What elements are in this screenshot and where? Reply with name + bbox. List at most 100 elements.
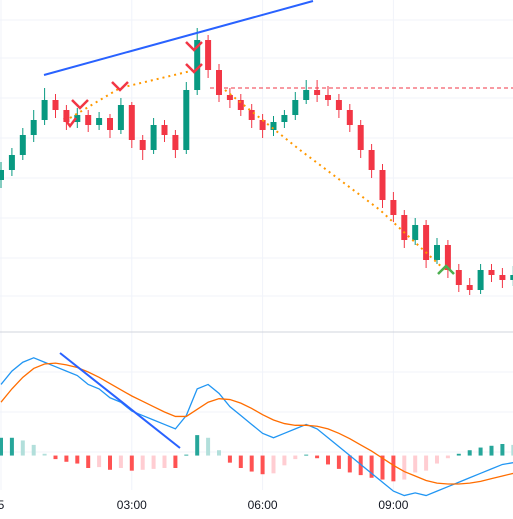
x-tick-label: 5 bbox=[0, 498, 5, 512]
candle-body bbox=[52, 100, 59, 110]
candle-body bbox=[107, 118, 113, 130]
histogram-bar bbox=[53, 455, 58, 460]
histogram-bar bbox=[413, 455, 418, 473]
candle-body bbox=[139, 140, 146, 150]
candle-body bbox=[477, 270, 484, 290]
histogram-bar bbox=[173, 455, 178, 468]
histogram-bar bbox=[511, 444, 513, 456]
histogram-bar bbox=[31, 444, 36, 456]
candle-body bbox=[455, 270, 462, 285]
histogram-bar bbox=[445, 455, 450, 459]
histogram-bar bbox=[151, 455, 156, 469]
histogram-bar bbox=[9, 437, 14, 456]
candle-body bbox=[314, 90, 321, 95]
grid bbox=[0, 19, 513, 453]
vertical-grid bbox=[0, 0, 394, 490]
candle-body bbox=[434, 245, 440, 260]
candle-body bbox=[74, 115, 81, 122]
histogram-bar bbox=[20, 440, 25, 456]
histogram-bar bbox=[0, 437, 3, 456]
histogram-bar bbox=[195, 435, 200, 456]
x-tick-label: 06:00 bbox=[248, 498, 278, 512]
annotations bbox=[43, 0, 513, 449]
x-tick-label: 09:00 bbox=[378, 498, 408, 512]
histogram-bar bbox=[369, 455, 374, 478]
histogram-bar bbox=[347, 455, 352, 473]
candle-body bbox=[270, 122, 277, 130]
histogram-bar bbox=[217, 450, 221, 456]
histogram-bar bbox=[86, 455, 91, 468]
candle-body bbox=[401, 215, 408, 240]
candle-body bbox=[117, 105, 124, 130]
candle-body bbox=[488, 270, 495, 275]
candle-body bbox=[281, 115, 288, 122]
histogram-bar bbox=[424, 455, 429, 471]
histogram-bar bbox=[238, 455, 243, 468]
histogram-bar bbox=[118, 455, 123, 468]
histogram-bar bbox=[271, 455, 276, 474]
histogram-bar bbox=[162, 455, 167, 468]
histogram-bar bbox=[478, 447, 483, 456]
candle-body bbox=[335, 100, 342, 110]
histogram-bar bbox=[402, 455, 407, 480]
x-tick-label: 03:00 bbox=[117, 498, 147, 512]
histogram-bar bbox=[489, 445, 494, 456]
candle-body bbox=[423, 225, 430, 260]
candle-body bbox=[172, 135, 179, 150]
x-axis: 5 03:00 06:00 09:00 bbox=[0, 498, 409, 512]
candle-body bbox=[194, 40, 201, 90]
candle-body bbox=[63, 110, 70, 122]
candle-body bbox=[30, 120, 37, 135]
candle-body bbox=[150, 125, 157, 150]
candle-body bbox=[237, 100, 244, 110]
histogram-bar bbox=[435, 455, 439, 464]
histogram-bar bbox=[293, 455, 298, 460]
histogram-bar bbox=[249, 455, 254, 472]
histogram-bar bbox=[282, 455, 287, 466]
candle-body bbox=[346, 110, 353, 125]
candle-body bbox=[41, 100, 48, 120]
candle-body bbox=[325, 95, 331, 100]
candle-body bbox=[248, 110, 255, 120]
histogram-bar bbox=[260, 455, 265, 475]
candle-body bbox=[259, 120, 266, 130]
histogram-bar bbox=[380, 455, 385, 480]
candle-body bbox=[183, 90, 190, 150]
histogram-bar bbox=[184, 454, 189, 456]
histogram-bar bbox=[140, 455, 145, 470]
histogram-bar bbox=[336, 455, 341, 469]
candle-body bbox=[0, 170, 4, 180]
histogram-bar bbox=[358, 455, 363, 476]
histogram-bar bbox=[456, 453, 461, 456]
candle-body bbox=[8, 155, 15, 170]
candle-body bbox=[444, 245, 451, 270]
candle-body bbox=[499, 275, 506, 280]
histogram-bar bbox=[64, 455, 69, 462]
histogram-bar bbox=[315, 455, 320, 459]
candle-body bbox=[368, 150, 375, 170]
macd-line bbox=[0, 362, 513, 485]
histogram-bar bbox=[326, 455, 330, 465]
candle-body bbox=[19, 135, 26, 155]
candle-body bbox=[85, 115, 92, 125]
macd-line bbox=[0, 357, 513, 497]
histogram-bar bbox=[42, 453, 47, 456]
candle-body bbox=[216, 70, 222, 95]
histogram-bar bbox=[75, 455, 80, 464]
candle-body bbox=[292, 100, 299, 115]
candle-body bbox=[510, 275, 513, 280]
histogram-bar bbox=[227, 455, 232, 463]
histogram-bar bbox=[206, 437, 211, 456]
candle-body bbox=[96, 118, 103, 125]
candle-body bbox=[390, 200, 397, 215]
plot bbox=[0, 28, 513, 497]
histogram-bar bbox=[391, 455, 396, 482]
candle-body bbox=[412, 225, 419, 240]
candle-body bbox=[161, 125, 168, 135]
candle-body bbox=[226, 95, 233, 100]
histogram-bar bbox=[500, 444, 505, 456]
candle-body bbox=[357, 125, 364, 150]
histogram-bar bbox=[108, 455, 112, 470]
candle-body bbox=[379, 170, 386, 200]
